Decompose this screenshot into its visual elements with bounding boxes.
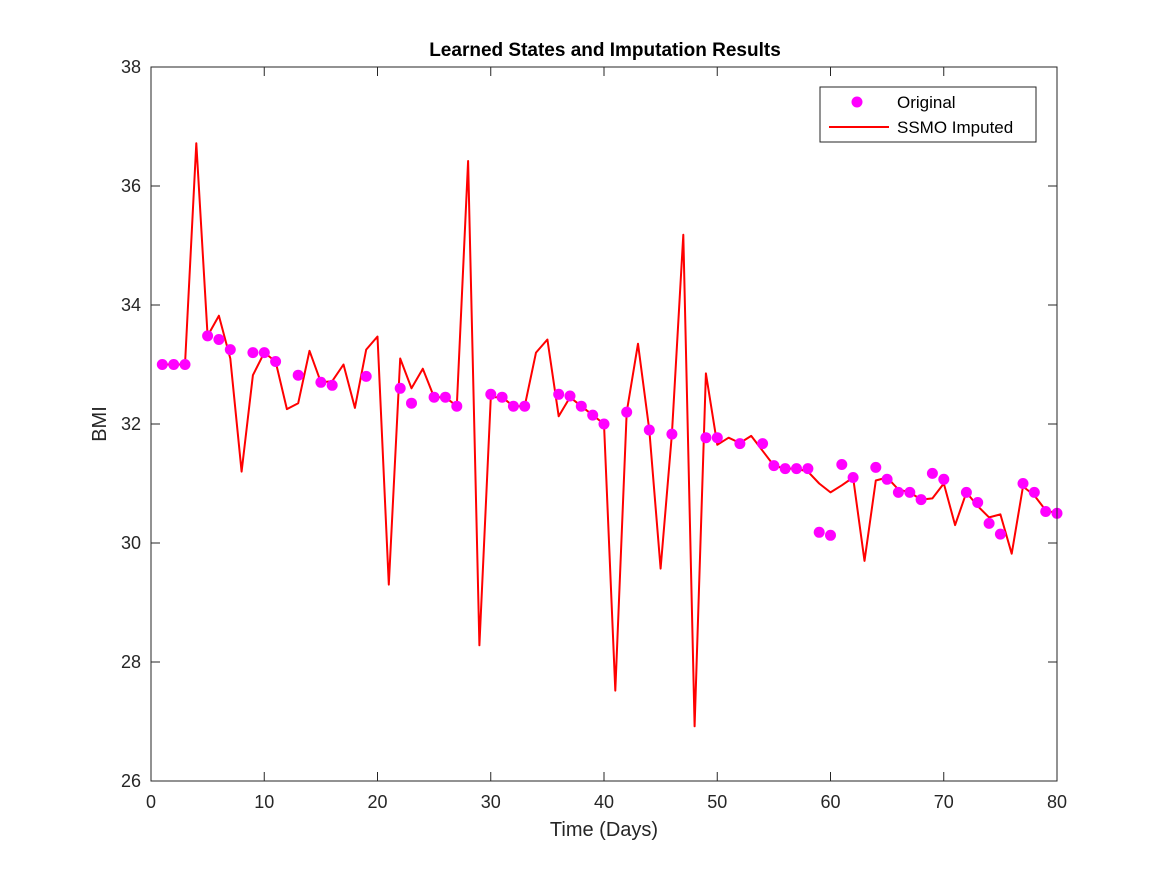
legend: Original SSMO Imputed [819, 86, 1037, 143]
data-point-original [938, 473, 950, 485]
chart-title: Learned States and Imputation Results [429, 40, 781, 61]
y-tick-label: 26 [121, 771, 141, 791]
data-point-original [587, 409, 599, 421]
data-point-original [768, 460, 780, 472]
y-tick-label: 32 [121, 414, 141, 434]
data-point-original [575, 400, 587, 412]
plot-area [156, 142, 1063, 728]
data-point-original [1040, 506, 1052, 517]
series-line-ssmo-imputed [162, 142, 1058, 728]
data-point-original [915, 494, 927, 506]
data-point-original [881, 473, 893, 485]
data-point-original [394, 382, 406, 394]
data-point-original [802, 463, 814, 475]
data-point-original [757, 438, 769, 450]
data-point-original [406, 397, 417, 409]
data-point-original [485, 388, 497, 400]
x-axis-label: Time (Days) [550, 819, 658, 841]
data-point-original [564, 390, 576, 402]
y-tick-label: 36 [121, 176, 141, 196]
data-point-original [960, 486, 972, 498]
x-tick-label: 0 [146, 792, 156, 812]
data-point-original [428, 391, 440, 403]
x-tick-label: 80 [1047, 792, 1067, 812]
data-point-original [791, 463, 802, 475]
data-point-original [598, 418, 610, 430]
data-point-original [836, 459, 848, 470]
data-point-original [972, 497, 984, 508]
data-point-original [360, 370, 372, 382]
data-point-original [847, 472, 859, 483]
data-point-original [983, 517, 995, 529]
y-axis-label: BMI [89, 406, 111, 442]
data-point-original [666, 428, 678, 440]
data-point-original [213, 334, 225, 345]
x-tick-label: 40 [594, 792, 614, 812]
y-tick-label: 38 [121, 57, 141, 77]
x-tick-label: 70 [934, 792, 954, 812]
data-point-original [224, 344, 236, 356]
data-point-original [202, 330, 214, 342]
x-axis: 0 10 20 30 40 50 60 70 80 [146, 67, 1067, 812]
data-point-original [1017, 478, 1029, 489]
y-tick-label: 30 [121, 533, 141, 553]
data-point-original [734, 438, 746, 450]
data-point-original [870, 461, 882, 473]
data-point-original [892, 486, 904, 498]
data-point-original [643, 424, 655, 436]
data-point-original [904, 486, 916, 498]
data-point-original [258, 347, 270, 359]
data-point-original [247, 347, 259, 359]
data-point-original [326, 379, 338, 391]
data-point-original [496, 391, 508, 403]
data-point-original [292, 369, 304, 381]
data-point-original [270, 356, 282, 367]
data-point-original [519, 400, 531, 412]
x-tick-label: 10 [254, 792, 274, 812]
data-point-original [168, 359, 180, 370]
data-point-original [926, 467, 938, 479]
data-point-original [711, 432, 723, 444]
data-point-original [700, 432, 712, 444]
data-point-original [779, 463, 791, 475]
data-point-original [439, 391, 451, 403]
x-tick-label: 50 [707, 792, 727, 812]
data-point-original [315, 376, 327, 388]
x-tick-label: 20 [367, 792, 387, 812]
data-point-original [451, 400, 463, 412]
y-tick-label: 34 [121, 295, 141, 315]
y-tick-label: 28 [121, 652, 141, 672]
data-point-original [553, 388, 565, 400]
legend-marker-original [851, 96, 863, 108]
data-point-original [156, 359, 168, 370]
data-point-original [994, 528, 1006, 540]
data-point-original [825, 529, 836, 541]
legend-label-imputed: SSMO Imputed [897, 118, 1013, 137]
data-point-original [507, 400, 519, 412]
x-tick-label: 60 [820, 792, 840, 812]
legend-box [819, 86, 1037, 143]
data-point-original [813, 526, 825, 538]
data-point-original [179, 359, 191, 370]
data-point-original [1028, 486, 1040, 498]
data-point-original [621, 406, 633, 418]
y-axis: 26 28 30 32 34 36 38 [121, 57, 1057, 791]
x-tick-label: 30 [481, 792, 501, 812]
legend-label-original: Original [897, 93, 956, 112]
